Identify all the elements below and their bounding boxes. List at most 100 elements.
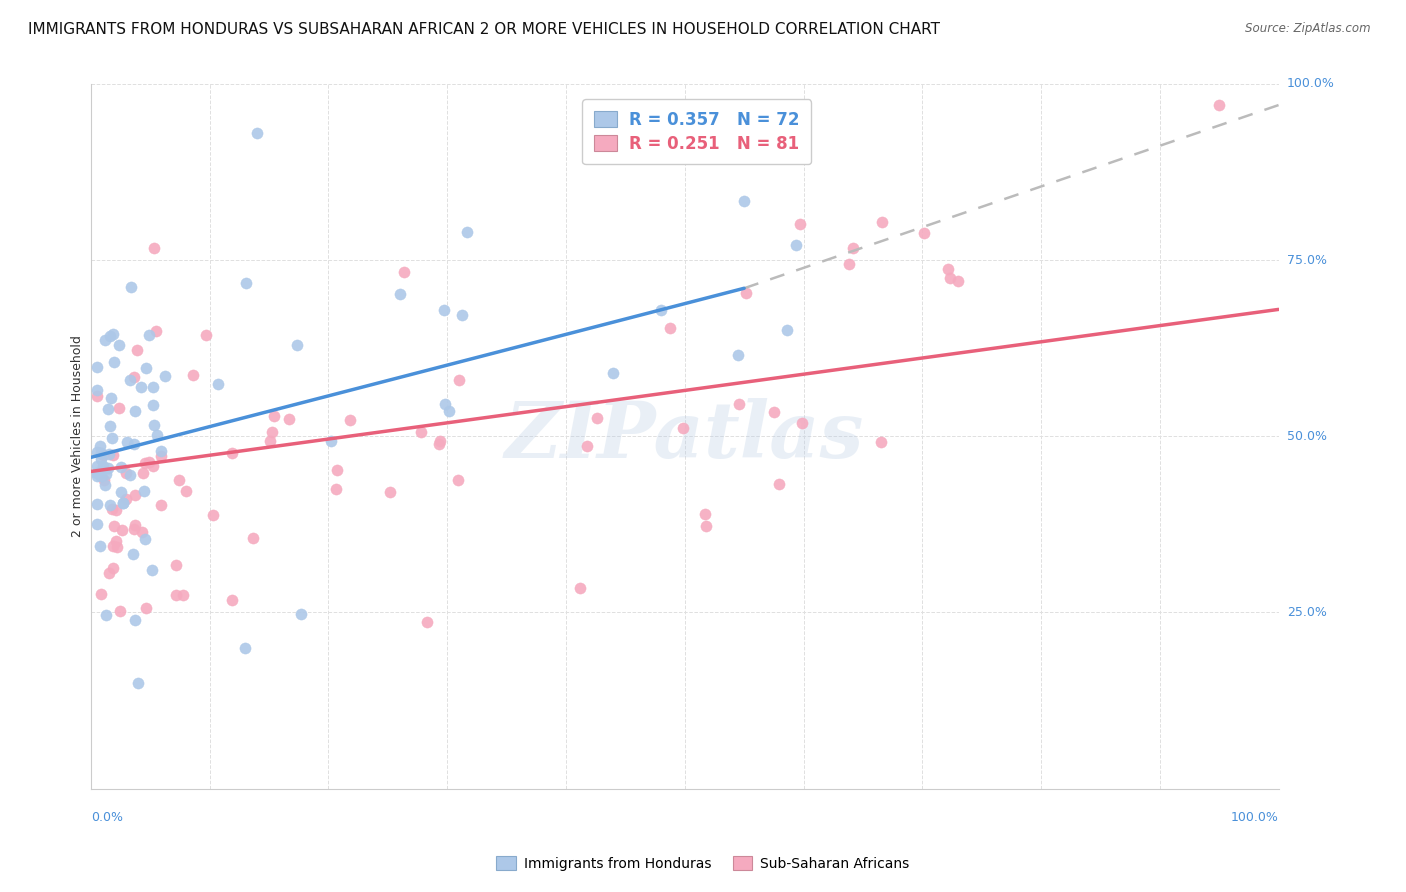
Point — [138, 327, 160, 342]
Point — [110, 460, 132, 475]
Point — [90, 446, 112, 460]
Point — [103, 519, 125, 533]
Point — [775, 322, 797, 336]
Point — [103, 561, 125, 575]
Point — [259, 434, 281, 448]
Point — [939, 271, 962, 285]
Point — [94, 478, 117, 492]
Point — [586, 410, 609, 425]
Point — [94, 333, 117, 347]
Point — [695, 519, 717, 533]
Point — [789, 217, 811, 231]
Point — [733, 194, 755, 208]
Point — [115, 492, 138, 507]
Point — [101, 501, 124, 516]
Point — [103, 539, 125, 553]
Point — [409, 425, 432, 439]
Text: 100.0%: 100.0% — [1230, 811, 1278, 824]
Point — [427, 436, 450, 450]
Point — [108, 338, 131, 352]
Point — [135, 361, 157, 376]
Point — [167, 473, 190, 487]
Point — [785, 238, 807, 252]
Point — [142, 398, 165, 412]
Point — [433, 397, 456, 411]
Point — [122, 547, 145, 561]
Point — [110, 485, 132, 500]
Text: 50.0%: 50.0% — [1286, 430, 1327, 442]
Point — [449, 373, 471, 387]
Point — [165, 589, 187, 603]
Point — [150, 443, 173, 458]
Point — [672, 421, 695, 435]
Point — [90, 587, 112, 601]
Text: 25.0%: 25.0% — [1286, 606, 1327, 619]
Point — [111, 496, 134, 510]
Point — [124, 613, 146, 627]
Point — [146, 427, 169, 442]
Point — [110, 605, 132, 619]
Point — [91, 448, 114, 462]
Point — [389, 287, 412, 301]
Point — [735, 286, 758, 301]
Point — [727, 348, 749, 362]
Point — [165, 558, 187, 573]
Point — [235, 276, 257, 290]
Point — [101, 326, 124, 341]
Point — [842, 241, 865, 255]
Point — [105, 533, 128, 548]
Point — [89, 539, 111, 553]
Point — [98, 419, 121, 434]
Point — [98, 566, 121, 580]
Point — [142, 241, 165, 255]
Point — [233, 640, 256, 655]
Point — [120, 373, 142, 387]
Point — [101, 431, 124, 445]
Point — [790, 416, 813, 430]
Point — [141, 563, 163, 577]
Point — [104, 502, 127, 516]
Point — [150, 450, 173, 464]
Point — [115, 467, 138, 481]
Point — [86, 389, 108, 403]
Point — [392, 265, 415, 279]
Point — [174, 484, 197, 499]
Point — [103, 355, 125, 369]
Point — [278, 412, 301, 426]
Point — [290, 607, 312, 621]
Point — [124, 404, 146, 418]
Point — [127, 675, 149, 690]
Point — [111, 496, 134, 510]
Point — [173, 588, 195, 602]
Point — [134, 532, 156, 546]
Point — [201, 508, 224, 522]
Point — [142, 417, 165, 432]
Point — [838, 257, 860, 271]
Point — [142, 458, 165, 473]
Point — [91, 459, 114, 474]
Point — [181, 368, 204, 382]
Point — [129, 380, 152, 394]
Point — [105, 540, 128, 554]
Point — [246, 126, 269, 140]
Point — [262, 425, 284, 439]
Text: 0.0%: 0.0% — [91, 811, 122, 824]
Point — [120, 467, 142, 482]
Point — [98, 498, 121, 512]
Point — [263, 409, 285, 424]
Point — [134, 456, 156, 470]
Point — [1208, 98, 1230, 112]
Point — [132, 484, 155, 499]
Point — [86, 469, 108, 483]
Point — [98, 328, 121, 343]
Legend: Immigrants from Honduras, Sub-Saharan Africans: Immigrants from Honduras, Sub-Saharan Af… — [491, 851, 915, 876]
Point — [124, 370, 146, 384]
Point — [86, 466, 108, 480]
Point — [153, 368, 176, 383]
Point — [89, 439, 111, 453]
Point — [433, 302, 456, 317]
Text: IMMIGRANTS FROM HONDURAS VS SUBSAHARAN AFRICAN 2 OR MORE VEHICLES IN HOUSEHOLD C: IMMIGRANTS FROM HONDURAS VS SUBSAHARAN A… — [28, 22, 941, 37]
Point — [94, 467, 117, 482]
Point — [138, 455, 160, 469]
Point — [131, 525, 153, 540]
